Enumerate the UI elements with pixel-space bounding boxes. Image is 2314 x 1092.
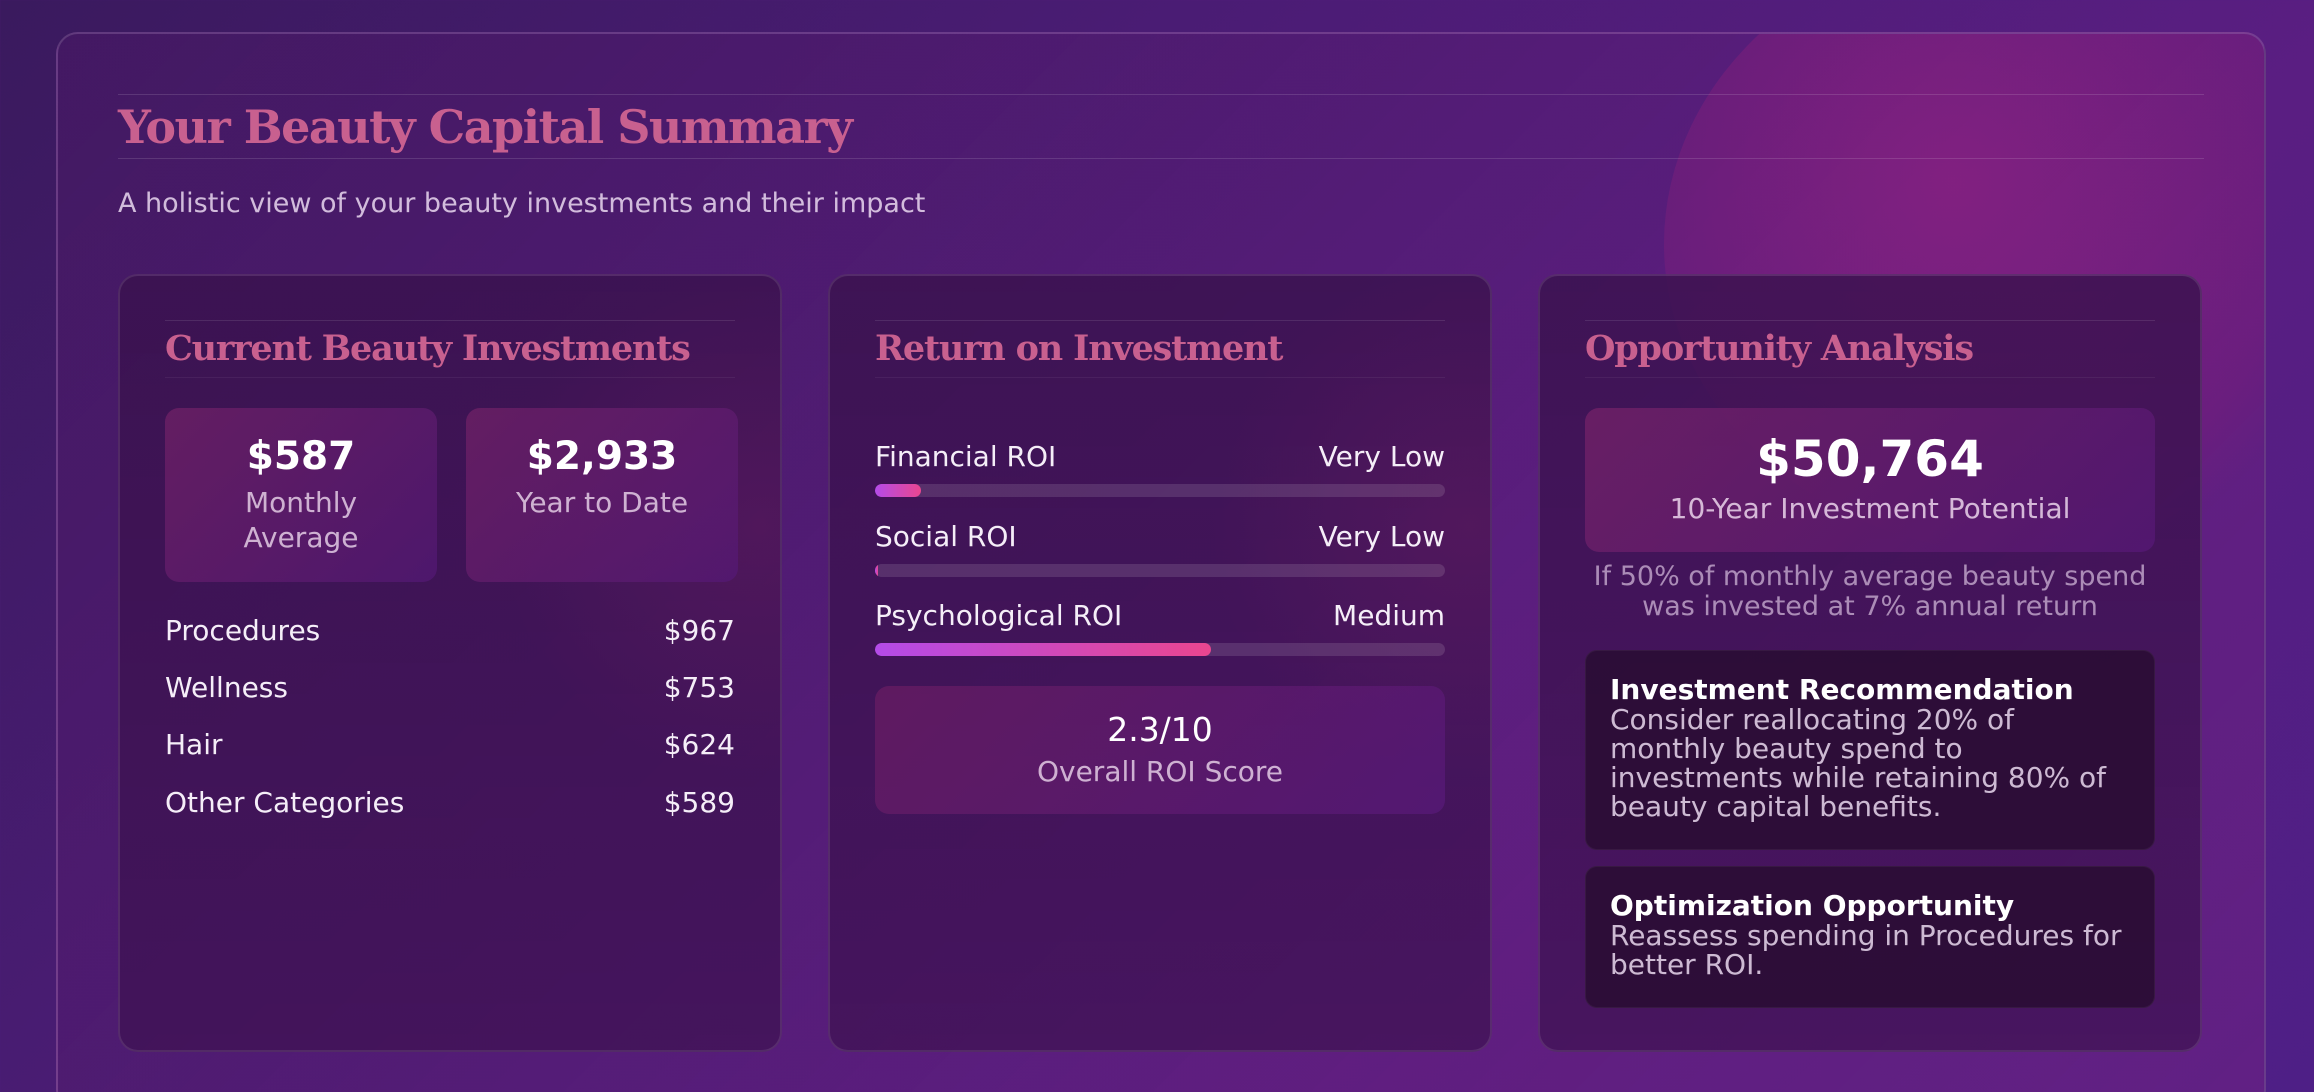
roi-card-title: Return on Investment — [875, 320, 1445, 378]
investment-recommendation-title: Investment Recommendation — [1610, 673, 2074, 706]
psychological-roi-bar-fill — [875, 643, 1212, 656]
category-amount: $753 — [663, 671, 735, 704]
investment-potential-label: 10-Year Investment Potential — [1669, 492, 2071, 525]
roi-row-social: Social ROI Very Low — [875, 520, 1445, 553]
financial-roi-bar-fill — [875, 484, 921, 497]
roi-rating: Very Low — [1318, 440, 1445, 473]
social-roi-bar-fill — [875, 564, 878, 577]
social-roi-bar — [875, 564, 1445, 577]
investment-potential-box: $50,764 10-Year Investment Potential — [1585, 408, 2155, 552]
roi-name: Financial ROI — [875, 440, 1057, 473]
overall-roi-score-label: Overall ROI Score — [1036, 755, 1284, 788]
roi-row-psychological: Psychological ROI Medium — [875, 599, 1445, 632]
investments-card-title: Current Beauty Investments — [165, 320, 735, 378]
investments-card: Current Beauty Investments $587 Monthly … — [118, 274, 782, 1052]
category-amount: $624 — [663, 728, 735, 761]
optimization-opportunity-title: Optimization Opportunity — [1610, 889, 2015, 922]
category-row-hair: Hair $624 — [165, 728, 735, 768]
category-row-procedures: Procedures $967 — [165, 614, 735, 654]
category-amount: $589 — [663, 786, 735, 819]
page-subtitle: A holistic view of your beauty investmen… — [118, 188, 926, 219]
investment-potential-value: $50,764 — [1756, 430, 1984, 488]
roi-rating: Very Low — [1318, 520, 1445, 553]
investment-potential-note: If 50% of monthly average beauty spend w… — [1593, 561, 2147, 622]
title-rule-bottom — [118, 158, 2204, 159]
opportunity-card: Opportunity Analysis $50,764 10-Year Inv… — [1538, 274, 2202, 1052]
roi-rating: Medium — [1333, 599, 1445, 632]
category-name: Wellness — [165, 671, 288, 704]
category-row-wellness: Wellness $753 — [165, 671, 735, 711]
investment-recommendation-text: Consider reallocating 20% of monthly bea… — [1610, 703, 2107, 823]
page-title: Your Beauty Capital Summary — [118, 100, 853, 154]
roi-card: Return on Investment Financial ROI Very … — [828, 274, 1492, 1052]
year-to-date-value: $2,933 — [526, 434, 678, 479]
optimization-opportunity-box: Optimization Opportunity Reassess spendi… — [1585, 866, 2155, 1008]
investment-recommendation-box: Investment Recommendation Consider reall… — [1585, 650, 2155, 850]
financial-roi-bar — [875, 484, 1445, 497]
roi-name: Social ROI — [875, 520, 1017, 553]
monthly-average-label: Monthly Average — [243, 486, 359, 554]
optimization-opportunity-text: Reassess spending in Procedures for bett… — [1610, 919, 2122, 981]
category-amount: $967 — [663, 614, 735, 647]
category-name: Hair — [165, 728, 223, 761]
summary-panel: Your Beauty Capital Summary A holistic v… — [56, 32, 2266, 1092]
opportunity-card-title: Opportunity Analysis — [1585, 320, 2155, 378]
category-name: Other Categories — [165, 786, 405, 819]
year-to-date-label: Year to Date — [515, 486, 689, 519]
category-name: Procedures — [165, 614, 321, 647]
monthly-average-value: $587 — [246, 434, 356, 479]
monthly-average-stat: $587 Monthly Average — [165, 408, 437, 582]
title-rule-top — [118, 94, 2204, 95]
roi-name: Psychological ROI — [875, 599, 1123, 632]
overall-roi-score-value: 2.3/10 — [1107, 710, 1213, 749]
category-row-other: Other Categories $589 — [165, 786, 735, 826]
year-to-date-stat: $2,933 Year to Date — [466, 408, 738, 582]
roi-row-financial: Financial ROI Very Low — [875, 440, 1445, 473]
overall-roi-score-box: 2.3/10 Overall ROI Score — [875, 686, 1445, 814]
psychological-roi-bar — [875, 643, 1445, 656]
